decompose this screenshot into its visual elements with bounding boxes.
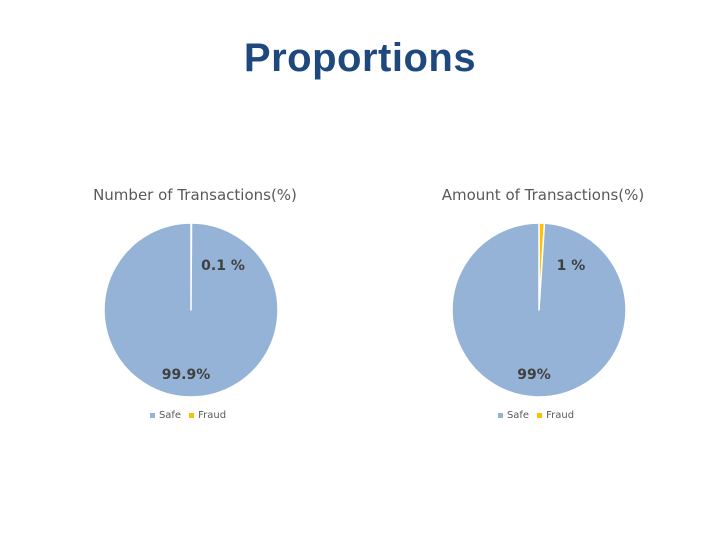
legend-swatch-fraud (537, 413, 543, 418)
pie-slice-safe (103, 222, 279, 398)
legend-item-safe: Safe (149, 410, 182, 421)
legend-label-safe: Safe (158, 410, 182, 421)
legend-swatch-safe (149, 413, 155, 418)
pie-slice-safe (451, 222, 627, 398)
slide-title: Proportions (243, 36, 477, 80)
pie-chart-plot: 1 % 99% (451, 222, 627, 398)
chart-title: Number of Transactions(%) (93, 186, 297, 204)
chart-legend: Safe Fraud (433, 410, 639, 421)
data-label-fraud: 0.1 % (201, 258, 245, 274)
chart-title: Amount of Transactions(%) (441, 186, 645, 204)
pie-chart-plot: 0.1 % 99.9% (103, 222, 279, 398)
legend-label-safe: Safe (506, 410, 530, 421)
legend-label-fraud: Fraud (198, 410, 227, 421)
pie-chart-number-of-transactions: Number of Transactions(%) 0.1 % 99.9% Saf… (85, 186, 305, 436)
pie-chart-amount-of-transactions: Amount of Transactions(%) 1 % 99% Safe Fr… (433, 186, 653, 436)
data-label-safe: 99% (517, 367, 551, 383)
legend-item-safe: Safe (497, 410, 530, 421)
legend-swatch-fraud (189, 413, 195, 418)
legend-item-fraud: Fraud (537, 410, 574, 421)
legend-swatch-safe (497, 413, 503, 418)
chart-legend: Safe Fraud (85, 410, 291, 421)
data-label-fraud: 1 % (557, 258, 586, 274)
legend-item-fraud: Fraud (189, 410, 226, 421)
legend-label-fraud: Fraud (546, 410, 575, 421)
data-label-safe: 99.9% (162, 367, 211, 383)
